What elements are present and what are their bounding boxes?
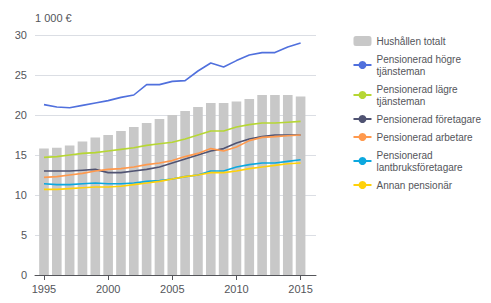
svg-text:Pensionerad: Pensionerad — [376, 150, 432, 161]
svg-text:30: 30 — [15, 29, 27, 41]
svg-text:2005: 2005 — [160, 283, 184, 295]
svg-text:1995: 1995 — [32, 283, 56, 295]
svg-text:Pensionerad högre: Pensionerad högre — [376, 54, 461, 65]
svg-text:tjänsteman: tjänsteman — [376, 66, 425, 77]
svg-text:Pensionerad lägre: Pensionerad lägre — [376, 84, 458, 95]
svg-text:0: 0 — [21, 269, 27, 281]
svg-text:2000: 2000 — [96, 283, 120, 295]
svg-text:Hushållen totalt: Hushållen totalt — [376, 36, 445, 47]
svg-text:10: 10 — [15, 189, 27, 201]
svg-text:2015: 2015 — [288, 283, 312, 295]
svg-text:5: 5 — [21, 229, 27, 241]
svg-text:Annan pensionär: Annan pensionär — [376, 180, 452, 191]
svg-text:20: 20 — [15, 109, 27, 121]
svg-text:tjänsteman: tjänsteman — [376, 96, 425, 107]
svg-text:15: 15 — [15, 149, 27, 161]
svg-text:1 000 €: 1 000 € — [35, 12, 72, 24]
svg-text:25: 25 — [15, 69, 27, 81]
svg-text:lantbruksföretagare: lantbruksföretagare — [376, 162, 463, 173]
svg-text:2010: 2010 — [224, 283, 248, 295]
svg-text:Pensionerad arbetare: Pensionerad arbetare — [376, 132, 473, 143]
svg-text:Pensionerad företagare: Pensionerad företagare — [376, 114, 481, 125]
